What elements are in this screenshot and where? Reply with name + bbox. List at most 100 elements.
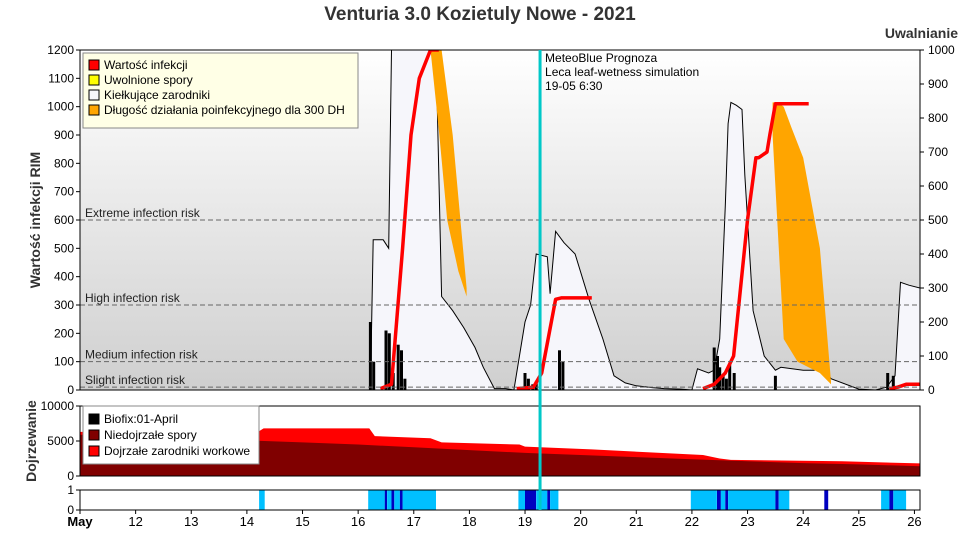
legend-label-biofix: Biofix:01-April <box>104 412 178 426</box>
legend-label-duration: Długość działania poinfekcyjnego dla 300… <box>104 103 345 117</box>
wetness-y-axis: 01 <box>67 483 80 517</box>
wetness-period-bar <box>775 490 779 510</box>
x-tick-label: 20 <box>573 514 587 529</box>
x-tick-label: 22 <box>685 514 699 529</box>
legend-item-infection: Wartość infekcji <box>88 58 188 72</box>
wetness-period-bar <box>725 490 729 510</box>
wetness-period-bar <box>778 490 790 510</box>
spore-release-bar <box>561 361 565 390</box>
main-y2-tick-label: 500 <box>928 213 948 227</box>
legend-item-released: Uwolnione spory <box>88 73 193 87</box>
main-legend: Wartość infekcji Uwolnione spory Kiełkuj… <box>82 52 359 129</box>
x-tick-label: 23 <box>740 514 754 529</box>
legend-label-released: Uwolnione spory <box>104 73 193 87</box>
forecast-marker: MeteoBlue Prognoza Leca leaf-wetness sim… <box>538 50 699 510</box>
wetness-period-bar <box>391 490 395 510</box>
legend-label-mature: Dojrzałe zarodniki workowe <box>104 444 250 458</box>
main-y-tick-label: 600 <box>54 213 74 227</box>
legend-item-germinating: Kiełkujące zarodniki <box>88 88 210 102</box>
main-y-tick-label: 300 <box>54 298 74 312</box>
main-y2-tick-label: 0 <box>928 383 935 397</box>
x-tick-label: May <box>67 514 93 529</box>
main-y-tick-label: 0 <box>67 383 74 397</box>
spore-release-bar <box>387 333 391 390</box>
wetness-period-bar <box>889 490 894 510</box>
main-y2-tick-label: 700 <box>928 145 948 159</box>
threshold-label: Extreme infection risk <box>85 206 201 220</box>
legend-swatch-biofix <box>88 413 100 425</box>
x-tick-label: 15 <box>295 514 309 529</box>
legend-swatch-mature <box>88 445 100 457</box>
wetness-period-bar <box>690 490 717 510</box>
wetness-panel: 01 May 12 13 14 15 16 17 18 19 20 21 22 23 24 25 26 <box>67 483 921 529</box>
wetness-period-bar <box>525 490 537 510</box>
wetness-period-bar <box>536 490 548 510</box>
wetness-period-bar <box>394 490 400 510</box>
threshold-label: Slight infection risk <box>85 373 186 387</box>
main-y-tick-label: 1200 <box>47 43 74 57</box>
spore-release-bar <box>721 375 725 390</box>
threshold-label: High infection risk <box>85 291 181 305</box>
legend-label-infection: Wartość infekcji <box>104 58 188 72</box>
series-post-infection-duration-1 <box>430 50 467 297</box>
maturation-plot-area <box>80 428 920 476</box>
main-y-tick-label: 700 <box>54 185 74 199</box>
legend-item-mature: Dojrzałe zarodniki workowe <box>88 444 250 458</box>
x-tick-label: 21 <box>629 514 643 529</box>
threshold-label: Medium infection risk <box>85 348 199 362</box>
main-y2-tick-label: 900 <box>928 77 948 91</box>
maturation-y-tick-label: 10000 <box>41 399 75 413</box>
forecast-label-source: MeteoBlue Prognoza <box>545 51 657 65</box>
x-tick-label: 26 <box>907 514 921 529</box>
maturation-y-axis-label: Dojrzewanie <box>23 400 39 482</box>
wetness-period-bar <box>893 490 907 510</box>
wetness-period-bar <box>547 490 551 510</box>
wetness-period-bar <box>259 490 265 510</box>
risk-thresholds: Extreme infection risk High infection ris… <box>80 206 920 388</box>
forecast-label-simulation: Leca leaf-wetness simulation <box>545 65 699 79</box>
spore-release-bar <box>712 347 716 390</box>
x-tick-label: 16 <box>351 514 365 529</box>
maturation-y-tick-label: 5000 <box>47 434 74 448</box>
maturation-legend: Biofix:01-April Niedojrzałe spory Dojrza… <box>82 405 260 465</box>
main-y2-tick-label: 1000 <box>928 43 955 57</box>
x-tick-label: 25 <box>852 514 866 529</box>
wetness-period-bar <box>518 490 526 510</box>
spore-release-bar <box>372 361 376 390</box>
main-y2-tick-label: 200 <box>928 315 948 329</box>
spore-release-bar <box>891 375 895 390</box>
maturation-panel: 0 5000 10000 Dojrzewanie Biofix:01-April N… <box>23 399 921 483</box>
legend-swatch-released <box>88 74 100 86</box>
main-y2-tick-label: 100 <box>928 349 948 363</box>
main-y2-axis-label: Uwalnianie <box>885 25 958 41</box>
wetness-period-bar <box>550 490 559 510</box>
wetness-period-bar <box>881 490 890 510</box>
x-tick-label: 17 <box>407 514 421 529</box>
spore-release-bar <box>558 350 561 390</box>
main-y-axis-label: Wartość infekcji RIM <box>27 152 43 288</box>
main-y2-axis: 0 100 200 300 400 500 600 700 800 900 1000 <box>920 43 955 397</box>
x-tick-label: 13 <box>184 514 198 529</box>
main-y2-tick-label: 300 <box>928 281 948 295</box>
wetness-plot-background <box>80 490 920 510</box>
main-plot-area <box>368 50 920 390</box>
spore-release-bar <box>523 373 527 390</box>
spore-release-bar <box>384 330 388 390</box>
wetness-period-bar <box>402 490 436 510</box>
main-y-tick-label: 400 <box>54 270 74 284</box>
wetness-plot-area <box>259 490 907 510</box>
legend-label-germinating: Kiełkujące zarodniki <box>104 88 210 102</box>
chart-title: Venturia 3.0 Kozietuly Nowe - 2021 <box>324 4 636 25</box>
main-y-axis: 0 100 200 300 400 500 600 700 800 900 1000 1100 1200 <box>47 43 80 397</box>
forecast-label-time: 19-05 6:30 <box>545 79 603 93</box>
main-y-tick-label: 200 <box>54 326 74 340</box>
wetness-y-tick-label: 1 <box>67 483 74 497</box>
main-y-tick-label: 900 <box>54 128 74 142</box>
legend-swatch-infection <box>88 59 100 71</box>
main-y-tick-label: 100 <box>54 355 74 369</box>
main-y-tick-label: 800 <box>54 156 74 170</box>
main-y-tick-label: 1000 <box>47 100 74 114</box>
main-y-tick-label: 1100 <box>48 71 74 85</box>
series-post-infection-duration-2 <box>772 102 831 385</box>
maturation-legend-box <box>82 405 260 465</box>
